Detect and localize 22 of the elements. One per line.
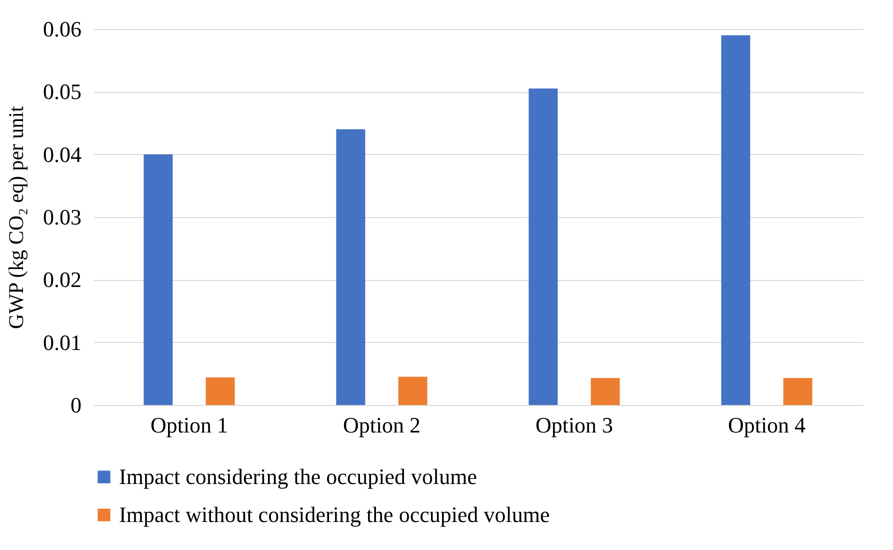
bar [206,377,235,405]
bar [336,129,366,405]
bar [144,154,173,405]
bar [590,378,620,405]
x-tick-label: Option 1 [150,412,228,438]
bar [528,88,558,405]
y-tick-label: 0.02 [43,267,82,292]
x-tick-label: Option 4 [728,412,806,438]
x-tick-label: Option 3 [535,412,614,438]
y-tick-label: 0.06 [43,16,82,42]
legend-label: Impact without considering the occupied volume [119,502,550,527]
y-tick-label: 0.01 [43,330,82,355]
bar [721,35,750,405]
y-tick-label: 0.04 [43,142,82,167]
y-tick-label: 0 [70,392,82,418]
y-tick-label: 0.05 [43,79,82,104]
bar [398,376,428,405]
y-tick-label: 0.03 [43,204,82,230]
bar [783,378,812,405]
y-axis-title: GWP (kg CO₂ eq) per unit [4,106,28,329]
x-tick-label: Option 2 [342,412,421,438]
legend-label: Impact considering the occupied volume [119,464,477,489]
